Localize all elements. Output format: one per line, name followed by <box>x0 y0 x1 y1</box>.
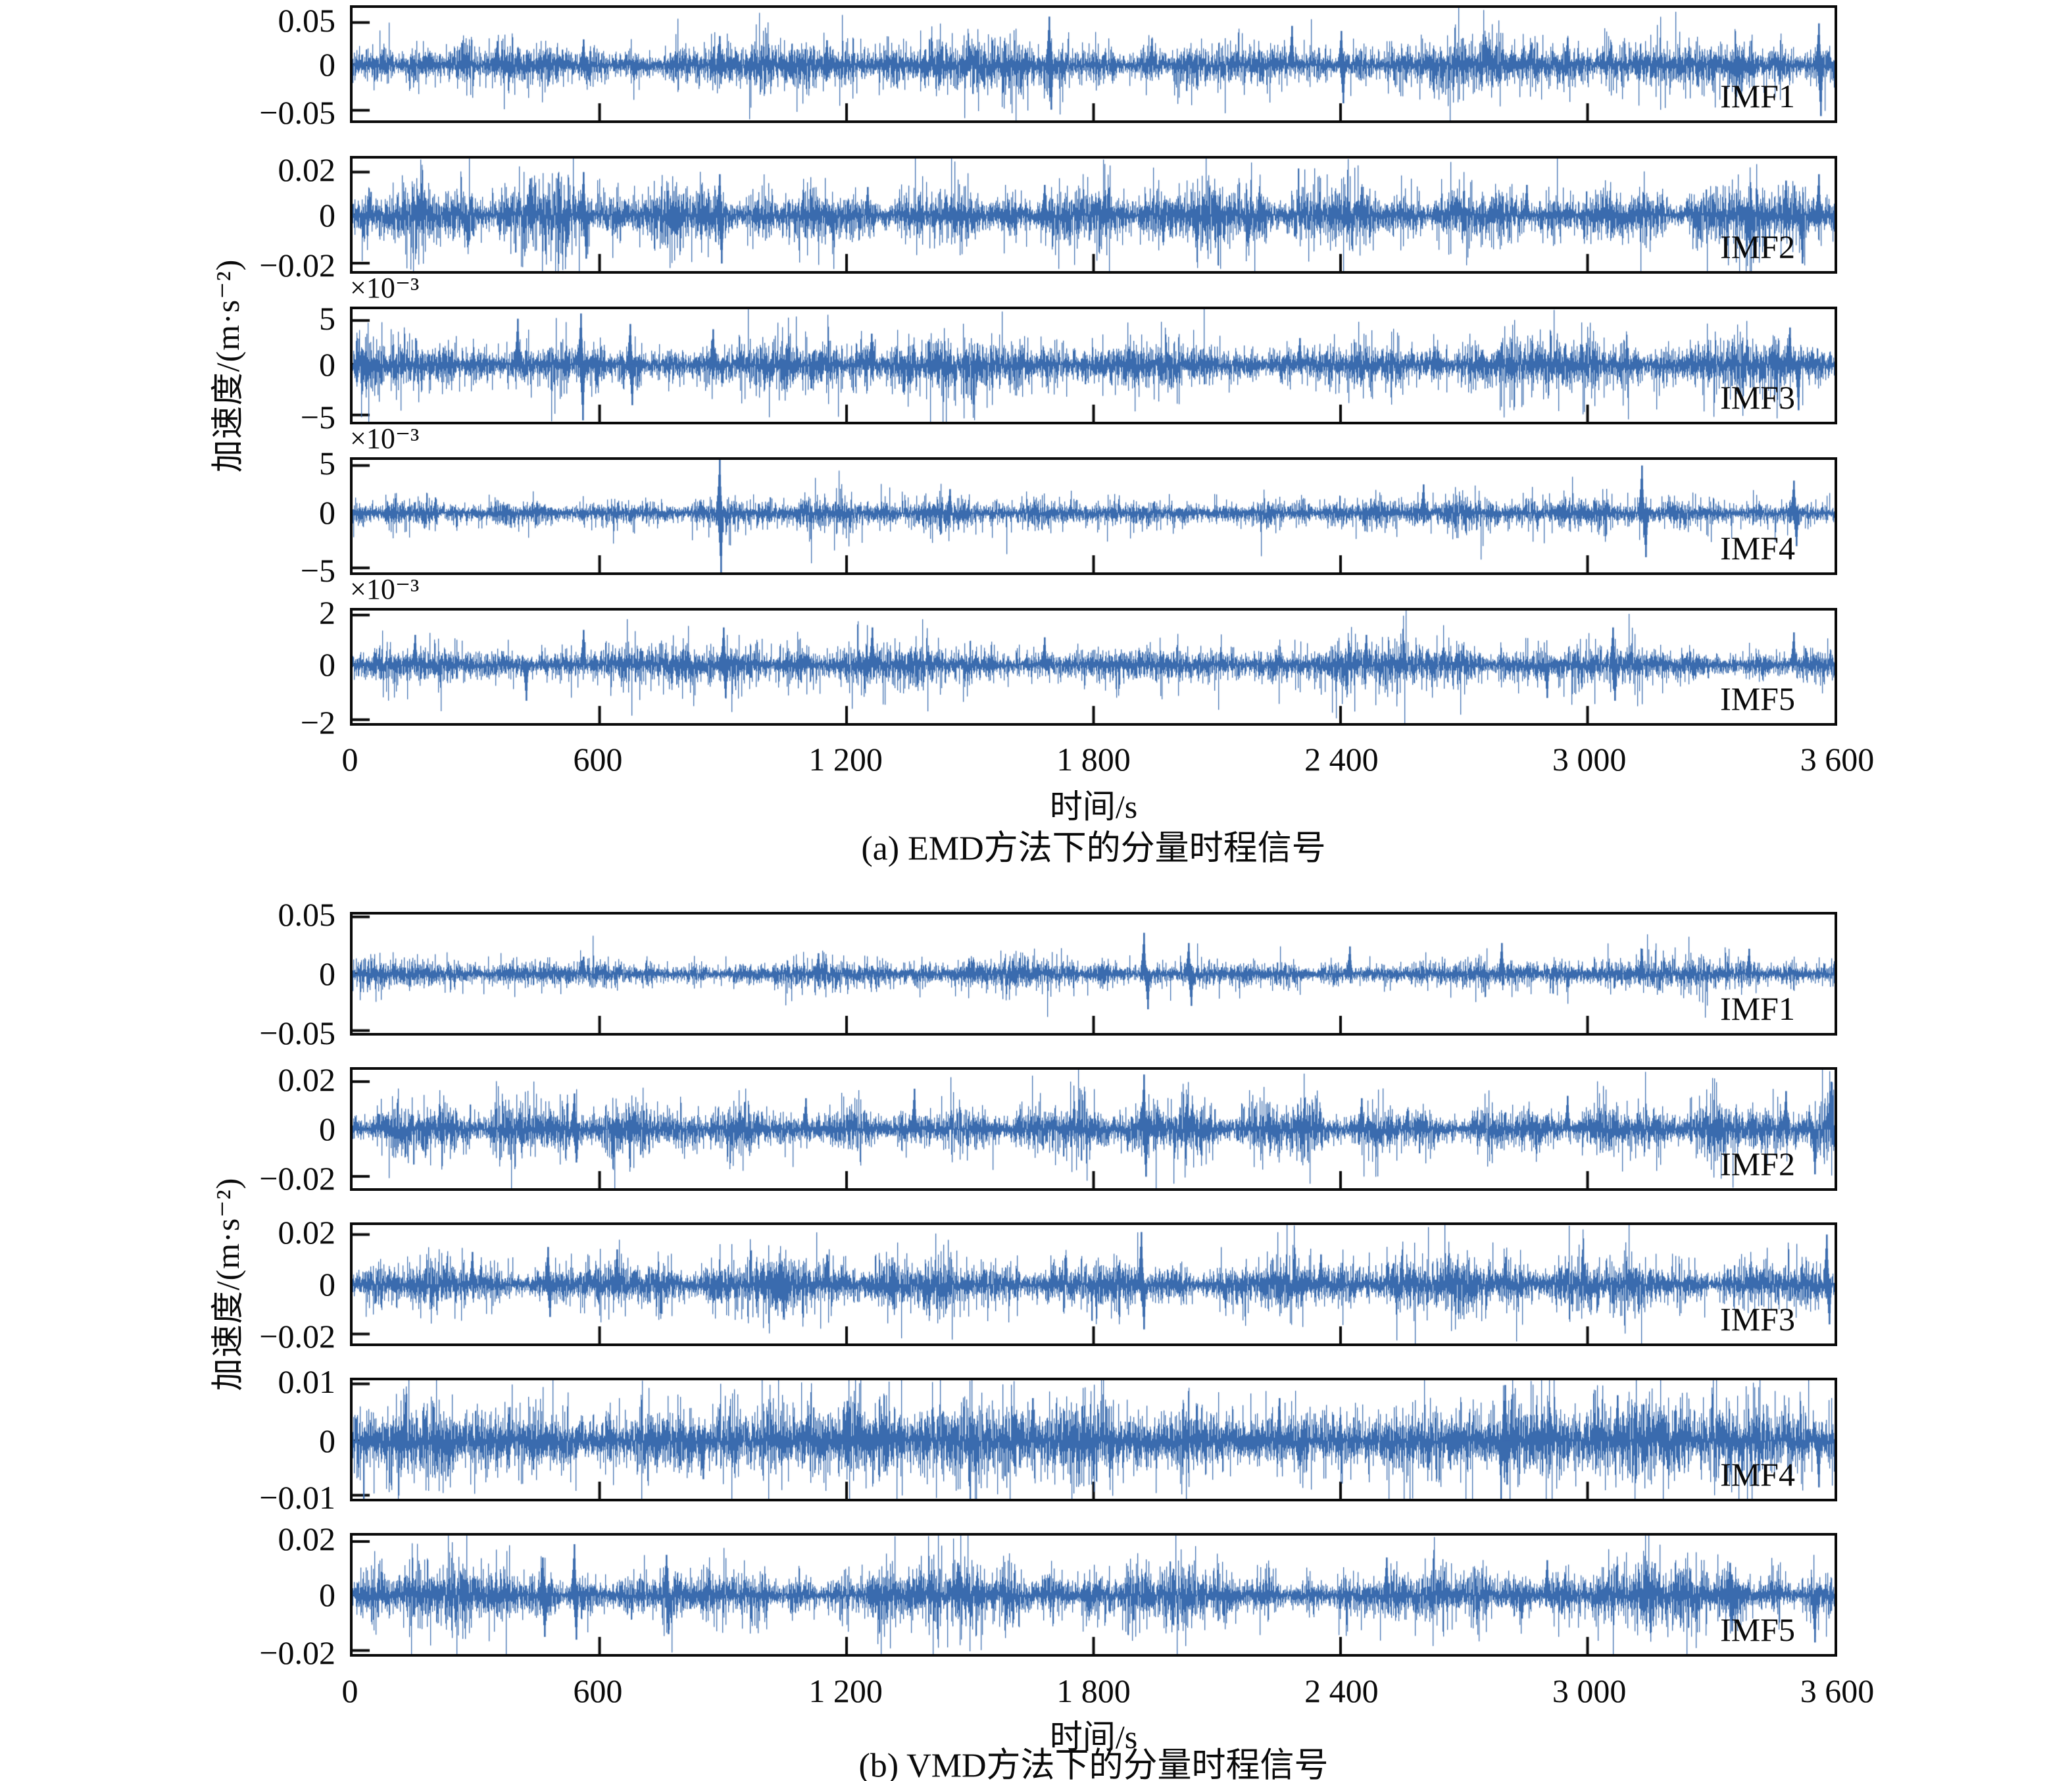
panel-caption: (b) VMD方法下的分量时程信号 <box>858 1747 1329 1781</box>
ytick-label: 0.02 <box>278 1520 336 1558</box>
waveform-canvas <box>353 1380 1835 1499</box>
ytick-label: 0 <box>319 1266 335 1303</box>
imf-label: IMF4 <box>1720 1456 1795 1493</box>
imf-label: IMF4 <box>1720 530 1795 566</box>
imf-label: IMF2 <box>1720 228 1795 265</box>
imf-label: IMF2 <box>1720 1145 1795 1182</box>
ytick-label: −0.02 <box>259 1160 335 1197</box>
waveform-canvas <box>353 8 1835 120</box>
waveform-canvas <box>353 460 1835 572</box>
subplot-b-imf3-plot <box>350 1222 1837 1346</box>
xtick-label: 1 200 <box>808 1672 883 1709</box>
ytick-label: −0.02 <box>259 1634 335 1672</box>
imf-label: IMF1 <box>1720 990 1795 1027</box>
xtick-label: 3 000 <box>1552 1672 1627 1709</box>
y-scale-note: ×10⁻³ <box>350 422 420 455</box>
subplot-b-imf4-plot <box>350 1378 1837 1501</box>
ytick-label: 0.02 <box>278 1214 336 1251</box>
ytick-label: 0 <box>319 345 335 383</box>
ytick-label: −0.05 <box>259 93 335 131</box>
ytick-label: −0.02 <box>259 1317 335 1355</box>
waveform-canvas <box>353 915 1835 1033</box>
waveform-canvas <box>353 309 1835 422</box>
xtick-label: 2 400 <box>1304 741 1379 778</box>
waveform-canvas <box>353 1536 1835 1654</box>
ytick-label: −5 <box>300 399 335 436</box>
xtick-label: 600 <box>573 1672 623 1709</box>
x-axis-label: 时间/s <box>1049 788 1138 825</box>
ytick-label: 0 <box>319 46 335 84</box>
x-axis-label: 时间/s <box>1049 1718 1138 1755</box>
ytick-label: 0.05 <box>278 2 336 39</box>
panel-caption: (a) EMD方法下的分量时程信号 <box>861 830 1326 868</box>
ytick-label: −0.01 <box>259 1479 335 1517</box>
ytick-label: −0.05 <box>259 1015 335 1052</box>
subplot-a-imf5-plot <box>350 608 1837 726</box>
imf-label: IMF3 <box>1720 379 1795 416</box>
ytick-label: −2 <box>300 703 335 741</box>
ytick-label: 0 <box>319 196 335 234</box>
imf-label: IMF1 <box>1720 78 1795 114</box>
xtick-label: 600 <box>573 741 623 778</box>
subplot-a-imf2-plot <box>350 156 1837 274</box>
xtick-label: 1 800 <box>1056 1672 1131 1709</box>
xtick-label: 0 <box>341 741 358 778</box>
subplot-a-imf3-plot <box>350 307 1837 424</box>
ytick-label: 0.02 <box>278 151 336 189</box>
ytick-label: 0 <box>319 1576 335 1613</box>
ytick-label: 0 <box>319 1422 335 1459</box>
waveform-canvas <box>353 1070 1835 1188</box>
xtick-label: 3 600 <box>1800 1672 1875 1709</box>
xtick-label: 0 <box>341 1672 358 1709</box>
ytick-label: 0 <box>319 494 335 532</box>
ytick-label: 0.02 <box>278 1061 336 1098</box>
subplot-a-imf1-plot <box>350 5 1837 123</box>
waveform-canvas <box>353 159 1835 271</box>
imf-label: IMF3 <box>1720 1301 1795 1338</box>
xtick-label: 1 800 <box>1056 741 1131 778</box>
ytick-label: 0.05 <box>278 895 336 933</box>
subplot-b-imf2-plot <box>350 1067 1837 1191</box>
ytick-label: 0 <box>319 645 335 683</box>
ytick-label: 5 <box>319 299 335 337</box>
ytick-label: 0 <box>319 1111 335 1147</box>
xtick-label: 3 600 <box>1800 741 1875 778</box>
ytick-label: −0.02 <box>259 247 335 284</box>
y-scale-note: ×10⁻³ <box>350 573 420 605</box>
ytick-label: 5 <box>319 444 335 482</box>
subplot-a-imf4-plot <box>350 457 1837 575</box>
waveform-canvas <box>353 1225 1835 1343</box>
ytick-label: 0.01 <box>278 1363 336 1400</box>
subplot-b-imf1-plot <box>350 912 1837 1036</box>
xtick-label: 2 400 <box>1304 1672 1379 1709</box>
ytick-label: 0 <box>319 955 335 992</box>
subplot-b-imf5-plot <box>350 1533 1837 1657</box>
imf-label: IMF5 <box>1720 680 1795 717</box>
ytick-label: −5 <box>300 551 335 589</box>
xtick-label: 3 000 <box>1552 741 1627 778</box>
imf-label: IMF5 <box>1720 1611 1795 1648</box>
y-scale-note: ×10⁻³ <box>350 272 420 304</box>
waveform-canvas <box>353 611 1835 723</box>
ytick-label: 2 <box>319 594 335 632</box>
xtick-label: 1 200 <box>808 741 883 778</box>
